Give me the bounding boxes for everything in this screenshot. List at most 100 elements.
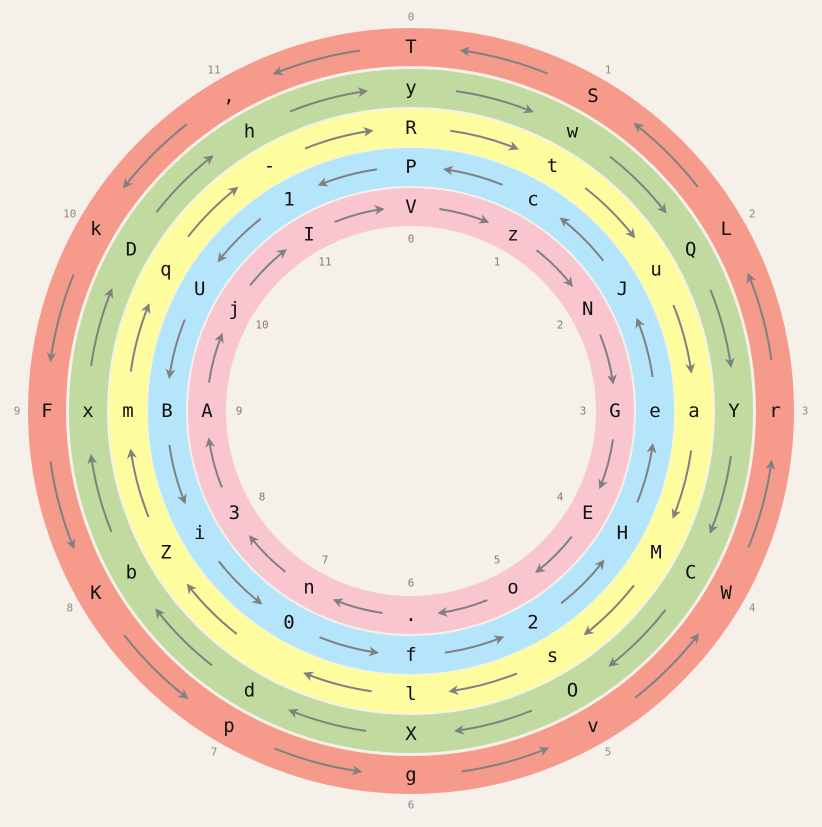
letter-pink-11: I bbox=[303, 223, 314, 245]
arrow-red-4 bbox=[634, 633, 700, 699]
letter-red-3: r bbox=[769, 400, 780, 422]
arrow-blue-1 bbox=[559, 217, 605, 262]
arrow-red-11 bbox=[272, 49, 361, 76]
arrow-pink-3 bbox=[598, 439, 614, 490]
arrow-blue-11 bbox=[317, 168, 378, 187]
arrow-yellow-7 bbox=[186, 583, 238, 635]
letter-green-9: x bbox=[82, 400, 93, 422]
arrow-red-10 bbox=[122, 123, 188, 189]
letter-green-4: C bbox=[685, 562, 696, 584]
arrow-pink-8 bbox=[205, 437, 223, 488]
arrow-green-6 bbox=[288, 708, 367, 732]
letter-blue-7: 0 bbox=[283, 611, 294, 633]
letter-red-11: , bbox=[223, 85, 234, 107]
inner-index-label: 4 bbox=[557, 491, 564, 504]
outer-index-label: 11 bbox=[207, 63, 220, 76]
letter-yellow-1: t bbox=[547, 155, 558, 177]
arrow-red-9 bbox=[46, 274, 75, 363]
arrow-pink-2 bbox=[599, 334, 617, 385]
arrow-red-0 bbox=[459, 46, 548, 75]
arrow-green-4 bbox=[608, 609, 667, 667]
arrow-pink-0 bbox=[439, 208, 490, 224]
inner-index-label: 5 bbox=[494, 554, 501, 567]
letter-yellow-3: a bbox=[688, 400, 699, 422]
arrow-yellow-10 bbox=[187, 186, 239, 238]
arrow-blue-9 bbox=[165, 319, 186, 379]
arrow-green-0 bbox=[455, 90, 534, 114]
letter-yellow-8: Z bbox=[160, 542, 171, 564]
letter-pink-2: N bbox=[582, 298, 593, 320]
arrow-green-9 bbox=[90, 288, 114, 367]
letter-pink-0: V bbox=[405, 196, 416, 218]
arrow-blue-10 bbox=[217, 217, 262, 263]
letter-green-10: D bbox=[126, 239, 137, 261]
inner-index-label: 1 bbox=[494, 256, 501, 269]
arrow-green-11 bbox=[289, 87, 368, 113]
letter-green-6: X bbox=[405, 723, 417, 745]
arrow-blue-6 bbox=[319, 636, 379, 657]
outer-index-label: 7 bbox=[211, 746, 218, 759]
outer-index-label: 6 bbox=[408, 799, 415, 812]
arrow-green-2 bbox=[709, 289, 735, 368]
arrow-pink-6 bbox=[332, 598, 383, 614]
arrow-pink-10 bbox=[249, 248, 287, 287]
arrow-blue-8 bbox=[168, 444, 187, 505]
letter-pink-3: G bbox=[609, 400, 620, 422]
arrow-blue-2 bbox=[635, 317, 654, 378]
arrow-blue-5 bbox=[444, 635, 505, 654]
letter-yellow-10: q bbox=[160, 259, 171, 281]
outer-index-label: 8 bbox=[66, 602, 73, 615]
arrow-pink-1 bbox=[535, 249, 574, 287]
letter-blue-4: H bbox=[617, 522, 628, 544]
arrow-pink-7 bbox=[248, 535, 287, 573]
letter-blue-10: U bbox=[194, 278, 205, 300]
arrow-green-7 bbox=[155, 608, 213, 667]
inner-index-label: 8 bbox=[259, 491, 266, 504]
arrow-yellow-9 bbox=[129, 303, 151, 372]
letter-yellow-5: s bbox=[547, 645, 558, 667]
arrow-pink-9 bbox=[208, 332, 224, 383]
letter-red-10: k bbox=[90, 218, 102, 240]
arrow-red-3 bbox=[747, 459, 776, 548]
arrow-yellow-1 bbox=[584, 187, 636, 239]
letter-blue-11: 1 bbox=[283, 189, 294, 211]
ring-blue bbox=[148, 148, 674, 674]
arrow-yellow-3 bbox=[671, 450, 693, 519]
arrow-blue-4 bbox=[560, 559, 605, 605]
arrow-yellow-0 bbox=[450, 129, 519, 151]
letter-green-8: b bbox=[126, 562, 137, 584]
letter-green-11: h bbox=[244, 120, 255, 142]
letter-red-8: K bbox=[90, 582, 102, 604]
arrow-green-10 bbox=[155, 155, 214, 213]
letter-blue-6: f bbox=[405, 644, 416, 666]
inner-index-label: 9 bbox=[236, 405, 243, 418]
letter-yellow-6: l bbox=[405, 683, 416, 705]
letter-red-1: S bbox=[587, 85, 598, 107]
letter-blue-5: 2 bbox=[527, 611, 538, 633]
outer-index-label: 4 bbox=[749, 602, 756, 615]
letter-yellow-0: R bbox=[405, 117, 417, 139]
letter-green-0: y bbox=[405, 77, 416, 99]
arrow-green-1 bbox=[609, 155, 667, 214]
inner-index-label: 3 bbox=[580, 405, 587, 418]
arrow-pink-4 bbox=[535, 535, 573, 574]
letter-red-5: v bbox=[587, 715, 598, 737]
arrow-pink-11 bbox=[334, 205, 385, 223]
letter-red-2: L bbox=[720, 218, 731, 240]
outer-index-label: 10 bbox=[63, 208, 76, 221]
letter-red-4: W bbox=[720, 582, 732, 604]
outer-index-label: 5 bbox=[605, 746, 612, 759]
arrow-yellow-6 bbox=[303, 671, 372, 693]
inner-index-label: 10 bbox=[255, 319, 268, 332]
outer-index-label: 9 bbox=[14, 405, 21, 418]
letter-pink-9: A bbox=[201, 400, 213, 422]
inner-index-label: 11 bbox=[318, 256, 331, 269]
letter-blue-8: i bbox=[194, 522, 205, 544]
arrow-green-5 bbox=[454, 709, 533, 735]
letter-pink-1: z bbox=[507, 223, 518, 245]
letter-green-5: O bbox=[567, 680, 578, 702]
letter-pink-4: E bbox=[582, 502, 593, 524]
letter-red-9: F bbox=[41, 400, 52, 422]
ring-yellow bbox=[109, 109, 713, 713]
